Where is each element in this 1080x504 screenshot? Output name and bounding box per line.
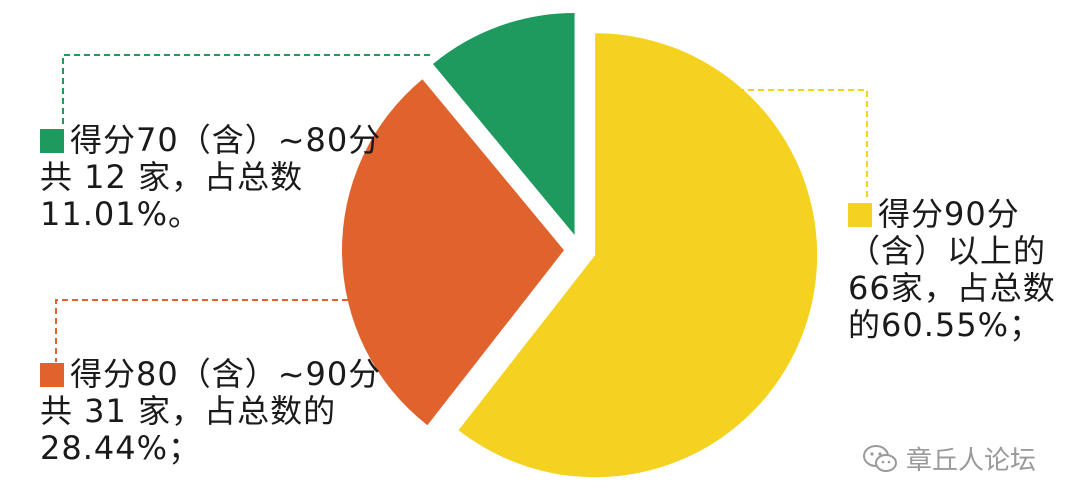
slice-label-line: 共 31 家，占总数的 — [40, 392, 337, 430]
leader-line-70-80 — [62, 54, 430, 128]
legend-swatch-green — [40, 129, 64, 153]
slice-label-line: 得分70（含）~80分 — [70, 121, 382, 159]
legend-swatch-yellow — [848, 203, 872, 227]
slice-label-line: 得分90分 — [878, 195, 1020, 233]
leader-line-90-plus — [738, 89, 868, 198]
watermark: 章丘人论坛 — [862, 440, 1036, 477]
slice-label-line: 的60.55%； — [848, 306, 1043, 344]
pie-slices — [342, 12, 818, 478]
slice-label-line: 共 12 家，占总数 — [40, 158, 304, 196]
slice-label-line: 11.01%。 — [40, 195, 202, 233]
slice-label-line: （含）以上的 — [848, 232, 1047, 270]
pie-slice-70-80 — [432, 12, 575, 235]
slice-label-line: 得分80（含）~90分 — [70, 355, 382, 393]
watermark-text: 章丘人论坛 — [906, 446, 1037, 476]
wechat-icon — [863, 444, 897, 472]
legend-swatch-orange — [40, 363, 64, 387]
slice-label-70-80: 得分70（含）~80分 共 12 家，占总数 11.01%。 — [40, 122, 381, 233]
leader-line-80-90 — [55, 299, 488, 362]
pie-slice-80-90 — [342, 79, 565, 426]
slice-label-90-plus: 得分90分 （含）以上的 66家，占总数 的60.55%； — [848, 196, 1056, 344]
slice-label-line: 66家，占总数 — [848, 269, 1056, 307]
slice-label-line: 28.44%； — [40, 429, 202, 467]
slice-label-80-90: 得分80（含）~90分 共 31 家，占总数的 28.44%； — [40, 356, 381, 467]
pie-slice-90-plus — [458, 33, 818, 478]
leader-lines — [55, 54, 868, 362]
